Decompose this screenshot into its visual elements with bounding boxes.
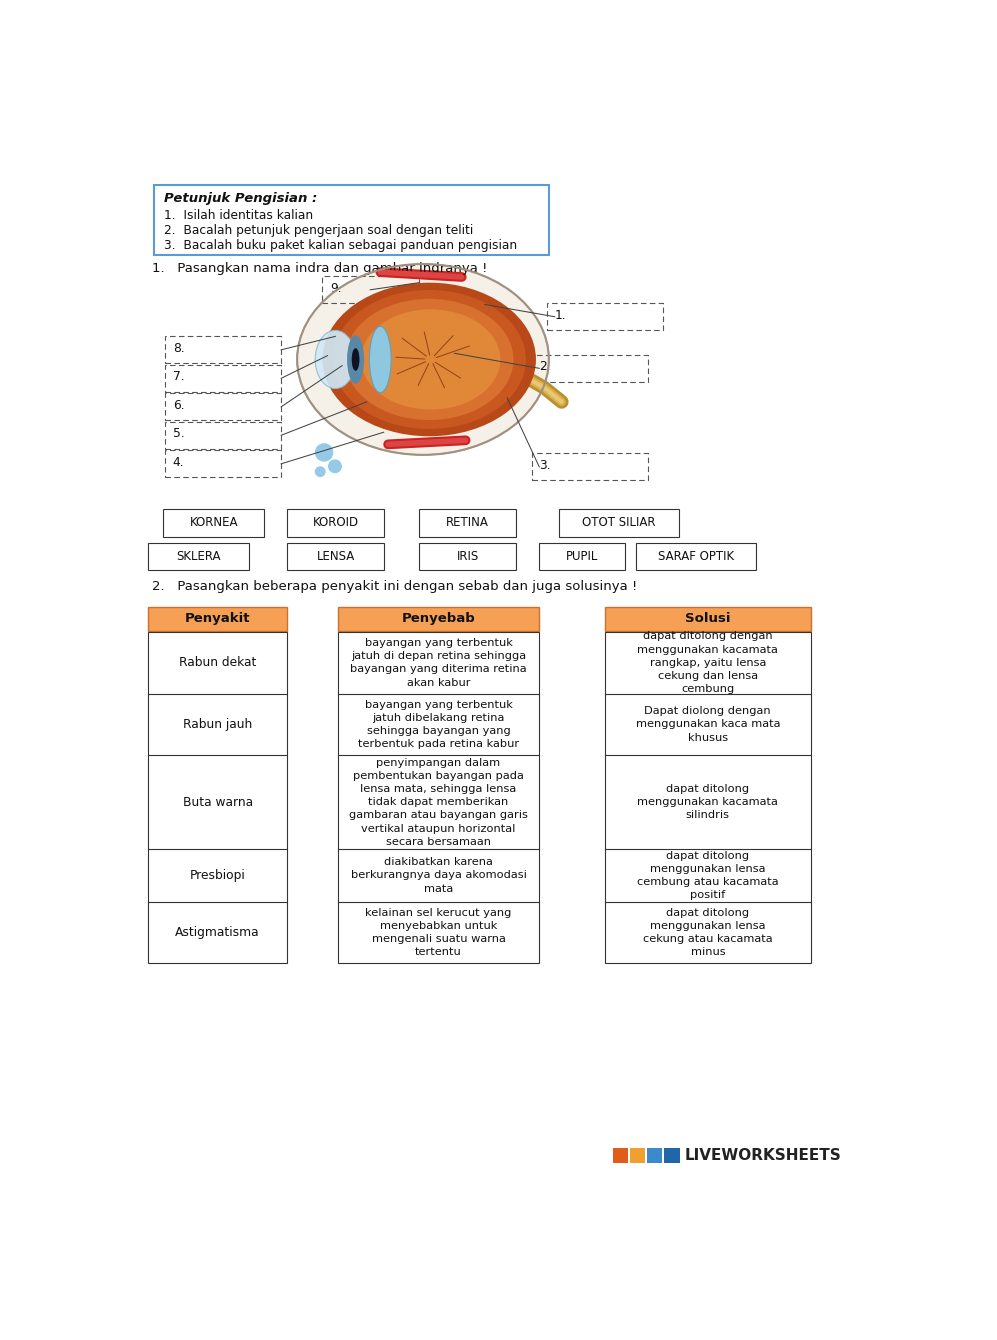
Text: IRIS: IRIS bbox=[457, 551, 479, 563]
Bar bbox=[287, 543, 384, 571]
Bar bbox=[605, 607, 811, 631]
Ellipse shape bbox=[322, 283, 536, 437]
Text: Presbiopi: Presbiopi bbox=[189, 868, 245, 882]
Text: diakibatkan karena
berkurangnya daya akomodasi
mata: diakibatkan karena berkurangnya daya ako… bbox=[351, 858, 526, 894]
Text: 1.   Pasangkan nama indra dan gambar indranya !: 1. Pasangkan nama indra dan gambar indra… bbox=[152, 263, 488, 276]
Text: Buta warna: Buta warna bbox=[182, 796, 252, 809]
Text: bayangan yang terbentuk
jatuh dibelakang retina
sehingga bayangan yang
terbentuk: bayangan yang terbentuk jatuh dibelakang… bbox=[358, 699, 519, 749]
Ellipse shape bbox=[315, 331, 356, 389]
Bar bbox=[148, 543, 248, 571]
Bar bbox=[419, 509, 516, 536]
Bar bbox=[547, 303, 663, 330]
Text: Dapat diolong dengan
menggunakan kaca mata
khusus: Dapat diolong dengan menggunakan kaca ma… bbox=[635, 706, 780, 742]
Circle shape bbox=[315, 444, 333, 462]
Text: 3.  Bacalah buku paket kalian sebagai panduan pengisian: 3. Bacalah buku paket kalian sebagai pan… bbox=[165, 239, 517, 252]
Bar bbox=[165, 450, 281, 477]
Bar bbox=[165, 394, 281, 421]
Ellipse shape bbox=[345, 299, 513, 421]
Text: Petunjuk Pengisian :: Petunjuk Pengisian : bbox=[165, 192, 317, 205]
Text: dapat ditolong dengan
menggunakan kacamata
rangkap, yaitu lensa
cekung dan lensa: dapat ditolong dengan menggunakan kacama… bbox=[637, 631, 779, 694]
Bar bbox=[287, 509, 384, 536]
Text: dapat ditolong
menggunakan lensa
cembung atau kacamata
positif: dapat ditolong menggunakan lensa cembung… bbox=[637, 851, 779, 900]
Text: 6.: 6. bbox=[172, 399, 184, 411]
Text: SKLERA: SKLERA bbox=[176, 551, 220, 563]
Text: 7.: 7. bbox=[172, 370, 184, 383]
Bar bbox=[148, 607, 287, 631]
Text: bayangan yang terbentuk
jatuh di depan retina sehingga
bayangan yang diterima re: bayangan yang terbentuk jatuh di depan r… bbox=[350, 638, 526, 687]
Bar bbox=[531, 355, 648, 382]
Bar bbox=[338, 607, 539, 631]
Ellipse shape bbox=[297, 264, 549, 454]
Ellipse shape bbox=[347, 335, 364, 383]
Text: Astigmatisma: Astigmatisma bbox=[175, 926, 260, 939]
Bar bbox=[155, 185, 549, 255]
Text: Penyebab: Penyebab bbox=[402, 612, 476, 626]
Text: PUPIL: PUPIL bbox=[565, 551, 598, 563]
Text: RETINA: RETINA bbox=[446, 516, 489, 529]
Bar bbox=[647, 1148, 662, 1163]
Text: KOROID: KOROID bbox=[313, 516, 359, 529]
Text: dapat ditolong
menggunakan lensa
cekung atau kacamata
minus: dapat ditolong menggunakan lensa cekung … bbox=[643, 907, 773, 957]
Text: dapat ditolong
menggunakan kacamata
silindris: dapat ditolong menggunakan kacamata sili… bbox=[637, 784, 779, 820]
Bar bbox=[338, 632, 539, 963]
Text: 2.: 2. bbox=[539, 360, 551, 374]
Bar bbox=[419, 543, 516, 571]
Text: Solusi: Solusi bbox=[685, 612, 731, 626]
Text: Rabun dekat: Rabun dekat bbox=[178, 657, 256, 670]
Bar bbox=[539, 543, 624, 571]
Bar bbox=[636, 543, 757, 571]
Ellipse shape bbox=[333, 289, 525, 429]
Text: 1.: 1. bbox=[554, 308, 566, 322]
Text: Rabun jauh: Rabun jauh bbox=[183, 718, 252, 730]
Ellipse shape bbox=[352, 348, 360, 371]
Text: Penyakit: Penyakit bbox=[184, 612, 250, 626]
Bar bbox=[322, 276, 419, 303]
Bar bbox=[613, 1148, 628, 1163]
Text: LENSA: LENSA bbox=[317, 551, 355, 563]
Bar bbox=[165, 336, 281, 363]
Text: 9.: 9. bbox=[330, 281, 342, 295]
Ellipse shape bbox=[361, 310, 500, 410]
Bar bbox=[664, 1148, 680, 1163]
Circle shape bbox=[315, 466, 326, 477]
Text: OTOT SILIAR: OTOT SILIAR bbox=[582, 516, 655, 529]
Text: LIVEWORKSHEETS: LIVEWORKSHEETS bbox=[685, 1148, 841, 1163]
Text: 4.: 4. bbox=[172, 456, 184, 469]
Text: 2.   Pasangkan beberapa penyakit ini dengan sebab dan juga solusinya !: 2. Pasangkan beberapa penyakit ini denga… bbox=[152, 580, 637, 594]
Circle shape bbox=[328, 460, 342, 473]
Bar bbox=[148, 632, 287, 963]
Text: 3.: 3. bbox=[539, 458, 551, 472]
Text: 1.  Isilah identitas kalian: 1. Isilah identitas kalian bbox=[165, 209, 313, 221]
Text: 8.: 8. bbox=[172, 342, 184, 355]
Ellipse shape bbox=[370, 327, 391, 393]
Bar bbox=[164, 509, 264, 536]
Bar bbox=[165, 422, 281, 449]
Text: 2.  Bacalah petunjuk pengerjaan soal dengan teliti: 2. Bacalah petunjuk pengerjaan soal deng… bbox=[165, 224, 474, 237]
Text: kelainan sel kerucut yang
menyebabkan untuk
mengenali suatu warna
tertentu: kelainan sel kerucut yang menyebabkan un… bbox=[365, 907, 511, 957]
Bar bbox=[558, 509, 679, 536]
Bar bbox=[531, 453, 648, 480]
Bar bbox=[630, 1148, 645, 1163]
Text: SARAF OPTIK: SARAF OPTIK bbox=[658, 551, 734, 563]
Bar bbox=[165, 364, 281, 391]
Text: KORNEA: KORNEA bbox=[189, 516, 238, 529]
Text: penyimpangan dalam
pembentukan bayangan pada
lensa mata, sehingga lensa
tidak da: penyimpangan dalam pembentukan bayangan … bbox=[349, 757, 528, 847]
Text: 5.: 5. bbox=[172, 427, 184, 441]
Bar bbox=[605, 632, 811, 963]
